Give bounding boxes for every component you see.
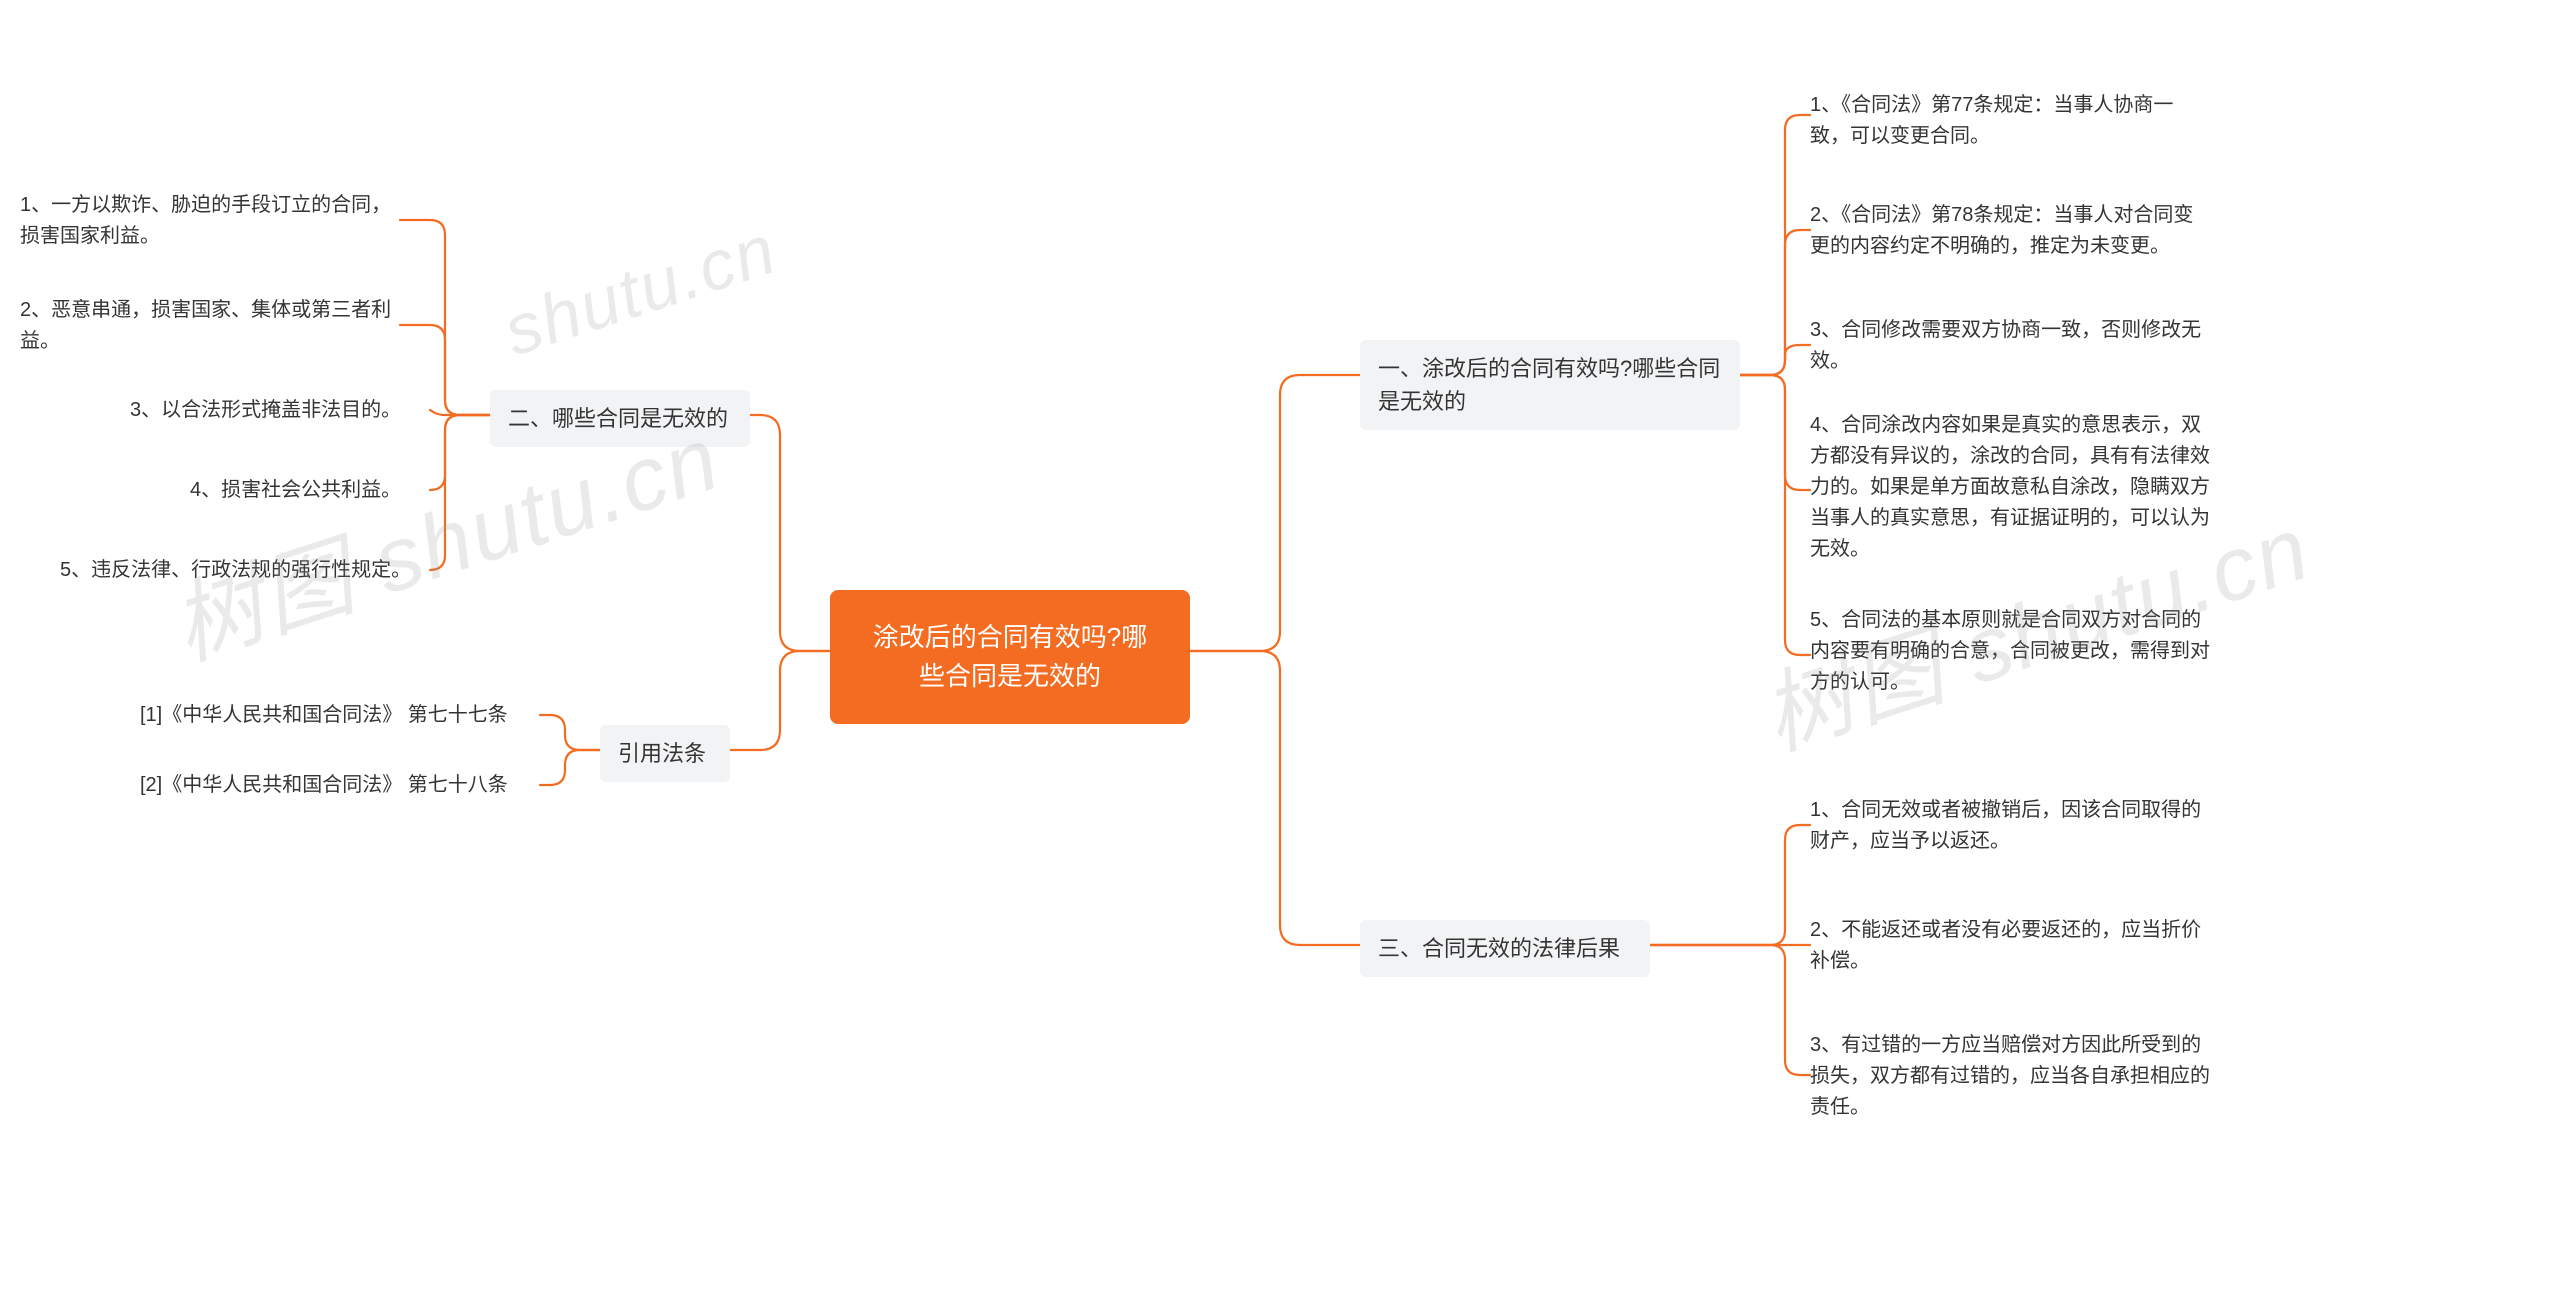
- leaf-2-3: 3、以合法形式掩盖非法目的。: [130, 395, 430, 426]
- leaf-2-2: 2、恶意串通，损害国家、集体或第三者利益。: [20, 295, 400, 357]
- leaf-1-3: 3、合同修改需要双方协商一致，否则修改无效。: [1810, 315, 2210, 377]
- branch-references[interactable]: 引用法条: [600, 725, 730, 782]
- leaf-3-3: 3、有过错的一方应当赔偿对方因此所受到的损失，双方都有过错的，应当各自承担相应的…: [1810, 1030, 2210, 1123]
- leaf-1-4: 4、合同涂改内容如果是真实的意思表示，双方都没有异议的，涂改的合同，具有有法律效…: [1810, 410, 2210, 565]
- leaf-ref-2: [2]《中华人民共和国合同法》 第七十八条: [140, 770, 540, 801]
- leaf-1-5: 5、合同法的基本原则就是合同双方对合同的内容要有明确的合意，合同被更改，需得到对…: [1810, 605, 2210, 698]
- mindmap-canvas: 涂改后的合同有效吗?哪些合同是无效的 一、涂改后的合同有效吗?哪些合同是无效的 …: [0, 0, 2560, 1302]
- leaf-2-5: 5、违反法律、行政法规的强行性规定。: [60, 555, 430, 586]
- branch-section-2[interactable]: 二、哪些合同是无效的: [490, 390, 750, 447]
- root-node[interactable]: 涂改后的合同有效吗?哪些合同是无效的: [830, 590, 1190, 724]
- leaf-ref-1: [1]《中华人民共和国合同法》 第七十七条: [140, 700, 540, 731]
- leaf-1-2: 2、《合同法》第78条规定：当事人对合同变更的内容约定不明确的，推定为未变更。: [1810, 200, 2210, 262]
- leaf-1-1: 1、《合同法》第77条规定：当事人协商一致，可以变更合同。: [1810, 90, 2210, 152]
- leaf-3-2: 2、不能返还或者没有必要返还的，应当折价补偿。: [1810, 915, 2210, 977]
- leaf-2-4: 4、损害社会公共利益。: [190, 475, 430, 506]
- branch-section-1[interactable]: 一、涂改后的合同有效吗?哪些合同是无效的: [1360, 340, 1740, 430]
- leaf-3-1: 1、合同无效或者被撤销后，因该合同取得的财产，应当予以返还。: [1810, 795, 2210, 857]
- branch-section-3[interactable]: 三、合同无效的法律后果: [1360, 920, 1650, 977]
- leaf-2-1: 1、一方以欺诈、胁迫的手段订立的合同，损害国家利益。: [20, 190, 400, 252]
